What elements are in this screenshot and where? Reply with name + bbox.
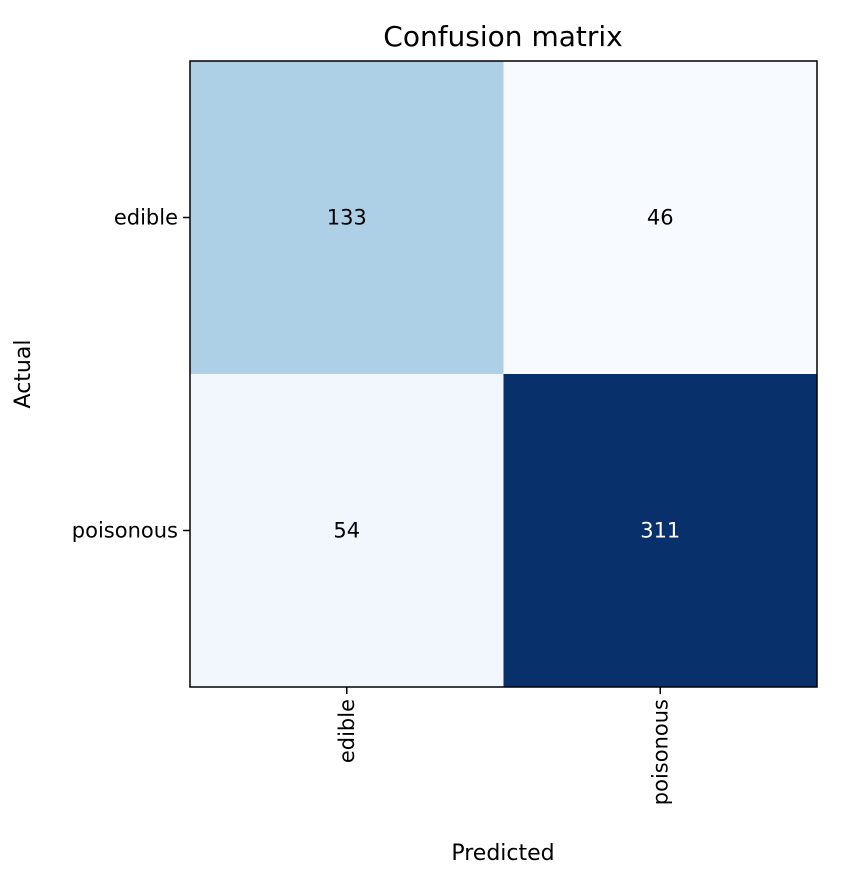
y-tick-label-poisonous: poisonous xyxy=(72,519,178,543)
x-tick-label-edible: edible xyxy=(335,699,359,763)
plot-frame xyxy=(189,60,818,688)
heatmap-cell-poisonous-poisonous xyxy=(503,374,817,687)
x-axis-ticks: edible poisonous xyxy=(335,687,672,805)
cell-value-label: 46 xyxy=(647,206,674,230)
heatmap-cell-edible-edible xyxy=(190,61,504,374)
heatmap-cell-poisonous-edible xyxy=(190,374,504,687)
heatmap-cell-edible-poisonous xyxy=(503,61,817,374)
chart-title: Confusion matrix xyxy=(383,20,622,53)
x-axis-label: Predicted xyxy=(451,841,554,866)
cell-value-label: 54 xyxy=(333,519,360,543)
x-tick-label-poisonous: poisonous xyxy=(648,699,672,805)
y-tick-label-edible: edible xyxy=(114,206,178,230)
heatmap-cell-labels: 133 46 54 311 xyxy=(327,206,681,543)
y-axis-ticks: edible poisonous xyxy=(72,206,190,543)
cell-value-label: 133 xyxy=(327,206,367,230)
cell-value-label: 311 xyxy=(640,519,680,543)
heatmap-cells xyxy=(190,61,817,687)
y-axis-label: Actual xyxy=(11,340,36,409)
